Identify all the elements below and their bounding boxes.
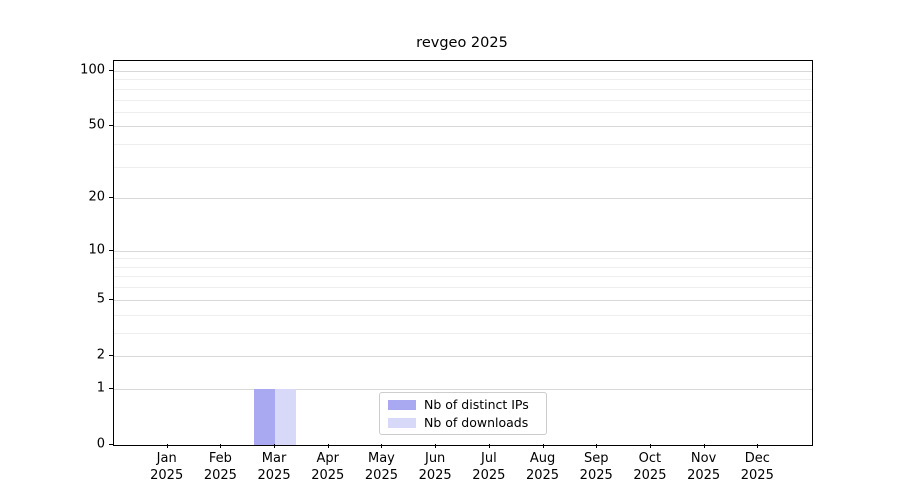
- y-tick-label: 1: [96, 380, 105, 396]
- x-tick: [703, 444, 705, 448]
- legend: Nb of distinct IPs Nb of downloads: [379, 392, 547, 435]
- y-gridline-minor: [114, 99, 812, 101]
- x-tick-label: Sep 2025: [579, 451, 613, 483]
- legend-label-distinct-ips: Nb of distinct IPs: [424, 396, 529, 412]
- legend-entry-downloads: Nb of downloads: [388, 415, 538, 430]
- y-tick: [109, 298, 113, 300]
- y-tick: [109, 197, 113, 199]
- y-gridline-minor: [114, 314, 812, 316]
- y-gridline-minor: [114, 88, 812, 90]
- legend-entry-distinct-ips: Nb of distinct IPs: [388, 397, 538, 412]
- y-tick-label: 10: [88, 242, 105, 258]
- x-tick: [166, 444, 168, 448]
- x-tick-label: Dec 2025: [740, 451, 774, 483]
- y-tick-label: 50: [88, 117, 105, 133]
- x-tick: [649, 444, 651, 448]
- x-tick-label: Oct 2025: [633, 451, 667, 483]
- y-gridline-minor: [114, 276, 812, 278]
- x-tick: [274, 444, 276, 448]
- x-tick: [488, 444, 490, 448]
- y-gridline-major: [114, 355, 812, 357]
- x-tick-label: Jun 2025: [418, 451, 452, 483]
- x-tick: [220, 444, 222, 448]
- y-tick: [109, 387, 113, 389]
- y-gridline-minor: [114, 79, 812, 81]
- y-gridline-minor: [114, 266, 812, 268]
- chart-title: revgeo 2025: [416, 35, 508, 51]
- y-gridline-major: [114, 299, 812, 301]
- y-tick: [109, 444, 113, 445]
- x-tick: [542, 444, 544, 448]
- y-gridline-minor: [114, 166, 812, 168]
- y-gridline-major: [114, 388, 812, 390]
- y-tick: [109, 354, 113, 356]
- y-tick: [109, 70, 113, 71]
- legend-swatch-downloads: [388, 417, 416, 428]
- y-tick-label: 2: [96, 347, 105, 363]
- x-tick: [596, 444, 598, 448]
- x-tick: [435, 444, 437, 448]
- x-tick: [757, 444, 759, 448]
- x-tick-label: Mar 2025: [257, 451, 291, 483]
- y-tick: [109, 249, 113, 251]
- bar-distinct-ips: [254, 388, 276, 445]
- legend-label-downloads: Nb of downloads: [424, 414, 529, 430]
- y-gridline-minor: [114, 111, 812, 113]
- y-tick-label: 5: [96, 291, 105, 307]
- x-tick-label: May 2025: [364, 451, 398, 483]
- y-tick: [109, 125, 113, 127]
- x-tick-label: Apr 2025: [311, 451, 345, 483]
- y-gridline-major: [114, 198, 812, 200]
- y-gridline-minor: [114, 287, 812, 289]
- y-gridline-major: [114, 250, 812, 252]
- x-tick: [381, 444, 383, 448]
- legend-swatch-distinct-ips: [388, 399, 416, 410]
- y-gridline-major: [114, 71, 812, 72]
- y-gridline-major: [114, 126, 812, 128]
- x-tick-label: Aug 2025: [525, 451, 560, 483]
- y-tick-label: 0: [96, 436, 105, 452]
- y-gridline-minor: [114, 332, 812, 334]
- bar-downloads: [275, 388, 297, 445]
- x-tick-label: Feb 2025: [203, 451, 237, 483]
- x-tick-label: Jul 2025: [472, 451, 506, 483]
- x-tick: [327, 444, 329, 448]
- x-tick-label: Nov 2025: [687, 451, 721, 483]
- y-tick-label: 20: [88, 189, 105, 205]
- plot-area: [113, 60, 813, 446]
- y-tick-label: 100: [80, 62, 105, 78]
- y-gridline-minor: [114, 144, 812, 146]
- x-tick-label: Jan 2025: [150, 451, 184, 483]
- y-gridline-minor: [114, 258, 812, 260]
